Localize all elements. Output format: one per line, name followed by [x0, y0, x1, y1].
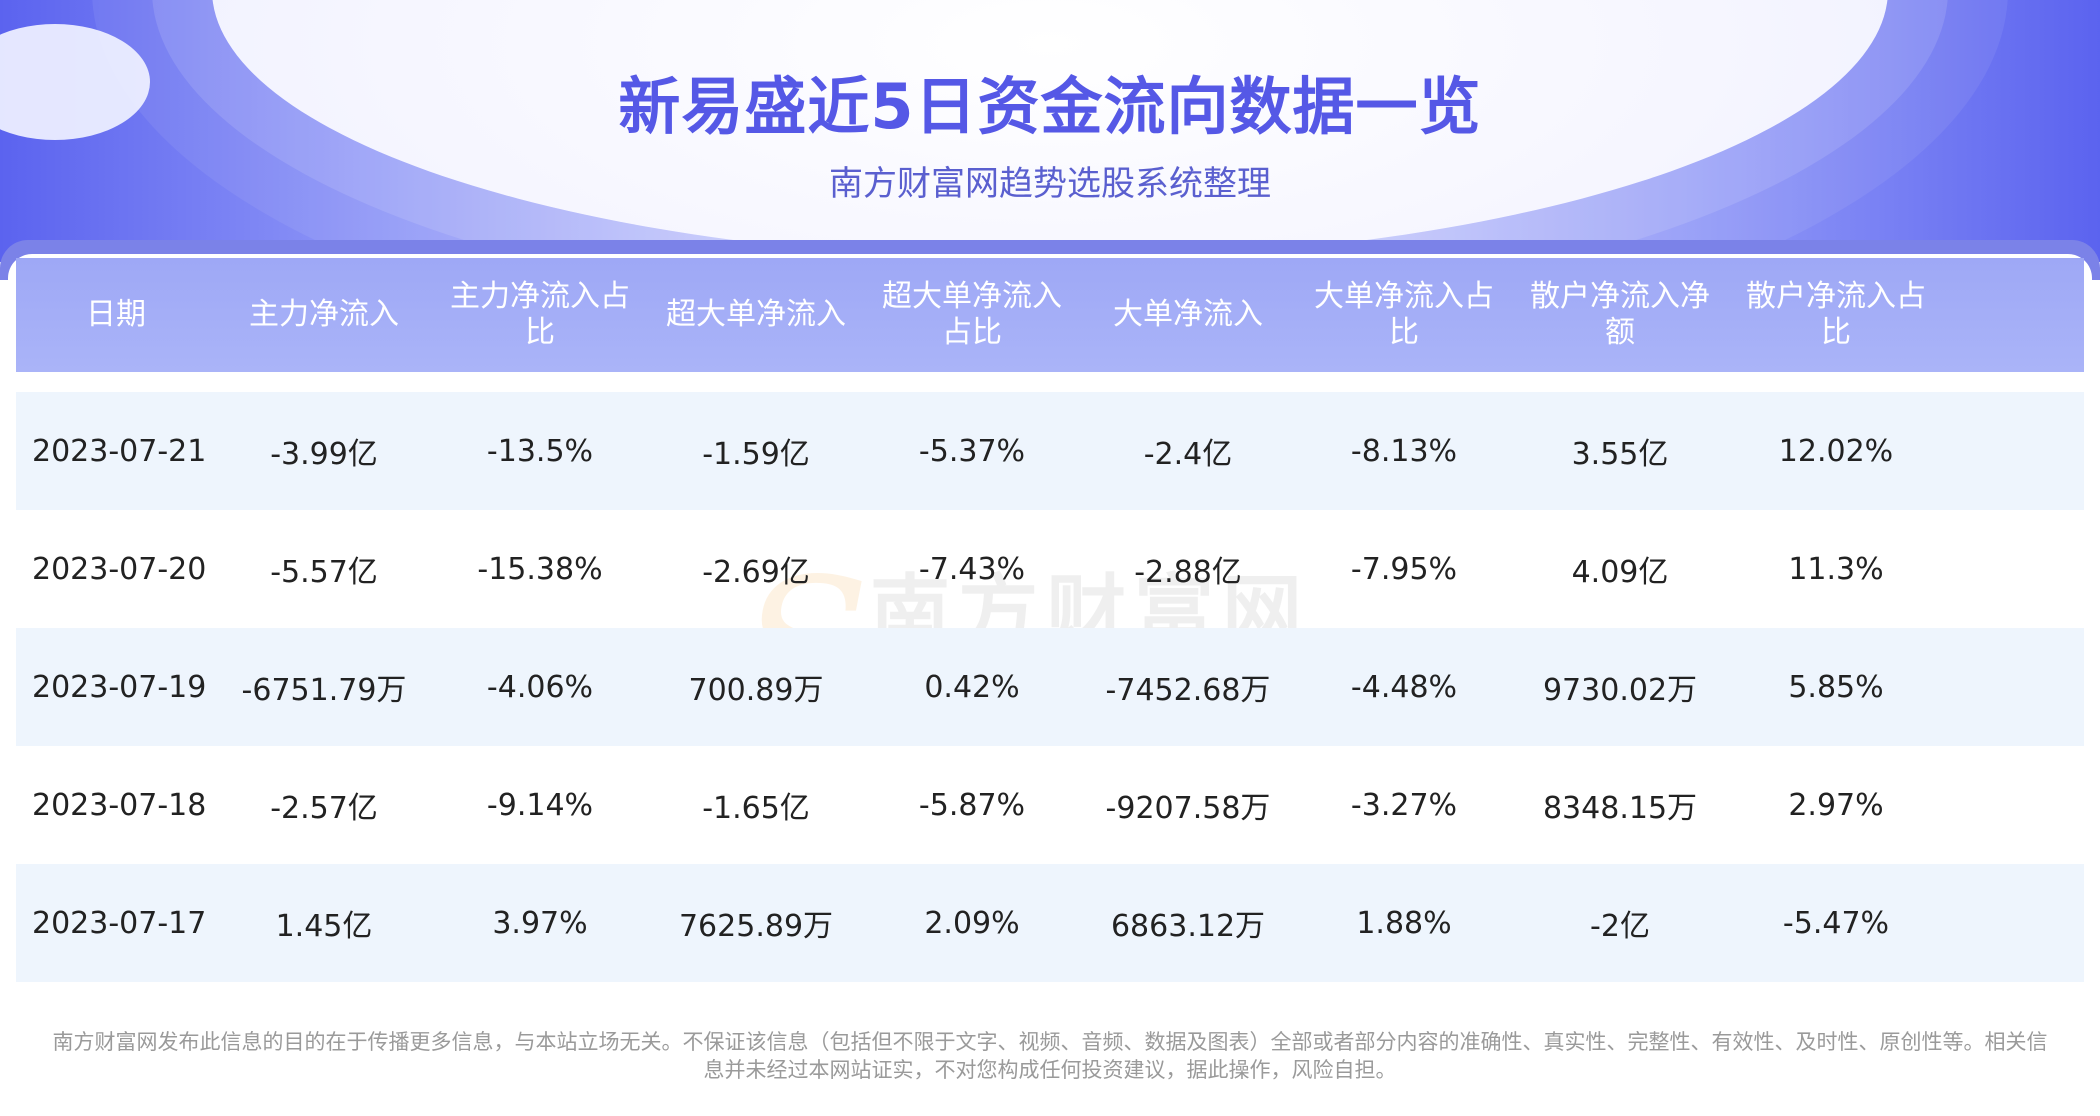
table-cell: 2023-07-17: [32, 905, 207, 941]
table-cell: -5.87%: [918, 787, 1026, 823]
table-row: 2023-07-20 -5.57亿 -15.38% -2.69亿 -7.43% …: [16, 510, 2084, 628]
header-banner: [0, 0, 2100, 262]
page-subtitle: 南方财富网趋势选股系统整理: [829, 164, 1271, 204]
table-cell: -2.69亿: [702, 555, 810, 590]
table-cell: -3.27%: [1350, 787, 1458, 823]
table-cell: 6863.12万: [1110, 909, 1266, 944]
table-cell: -7.95%: [1350, 551, 1458, 587]
table-row: 2023-07-17 1.45亿 3.97% 7625.89万 2.09% 68…: [16, 864, 2084, 982]
table-cell: -1.65亿: [702, 791, 810, 826]
table-cell: 2023-07-18: [32, 787, 207, 823]
table-cell: -5.57亿: [270, 555, 378, 590]
table-cell: -9.14%: [486, 787, 594, 823]
disclaimer-line: 南方财富网发布此信息的目的在于传播更多信息，与本站立场无关。不保证该信息（包括但…: [52, 1030, 2048, 1054]
table-cell: -9207.58万: [1105, 791, 1271, 826]
table-row: 2023-07-18 -2.57亿 -9.14% -1.65亿 -5.87% -…: [16, 746, 2084, 864]
page-title: 新易盛近5日资金流向数据一览: [618, 70, 1482, 143]
column-header: 主力净流入: [249, 297, 399, 332]
column-header: 超大单净流入: [666, 297, 846, 332]
table-cell: -7452.68万: [1105, 673, 1271, 708]
table-cell: -6751.79万: [241, 673, 407, 708]
column-header: 大单净流入: [1113, 297, 1263, 332]
column-header: 超大单净流入占比: [882, 279, 1062, 350]
table-cell: -2.4亿: [1143, 437, 1233, 472]
table-cell: -2亿: [1590, 909, 1650, 944]
table-cell: -15.38%: [477, 551, 603, 587]
table-cell: -13.5%: [486, 433, 594, 469]
table-cell: -8.13%: [1350, 433, 1458, 469]
table-cell: 3.97%: [492, 905, 588, 941]
table-cell: 2023-07-20: [32, 551, 207, 587]
table-cell: 3.55亿: [1571, 437, 1669, 472]
table-cell: -5.47%: [1782, 905, 1890, 941]
table-cell: 7625.89万: [678, 909, 834, 944]
table-row: 2023-07-21 -3.99亿 -13.5% -1.59亿 -5.37% -…: [16, 392, 2084, 510]
table-cell: -2.57亿: [270, 791, 378, 826]
table-cell: 4.09亿: [1571, 555, 1669, 590]
column-header: 散户净流入占比: [1746, 279, 1926, 350]
table-header-row: 日期 主力净流入 主力净流入占比 超大单净流入 超大单净流入占比 大单净流入 大…: [16, 258, 2084, 372]
table-body: 2023-07-21 -3.99亿 -13.5% -1.59亿 -5.37% -…: [16, 392, 2084, 982]
table-cell: 8348.15万: [1542, 791, 1698, 826]
table-cell: 2.97%: [1788, 787, 1884, 823]
column-header: 大单净流入占比: [1314, 279, 1494, 350]
table-cell: 9730.02万: [1542, 673, 1698, 708]
table-cell: 2023-07-19: [32, 669, 207, 705]
table-cell: 5.85%: [1788, 669, 1884, 705]
table-cell: 12.02%: [1778, 433, 1894, 469]
decorative-blob: [0, 24, 150, 140]
table-cell: 0.42%: [924, 669, 1020, 705]
table-cell: 700.89万: [688, 673, 824, 708]
table-cell: 2023-07-21: [32, 433, 207, 469]
column-header: 主力净流入占比: [450, 279, 630, 350]
disclaimer-line: 息并未经过本网站证实，不对您构成任何投资建议，据此操作，风险自担。: [703, 1058, 1397, 1082]
table-cell: -2.88亿: [1134, 555, 1242, 590]
table-cell: -5.37%: [918, 433, 1026, 469]
column-header: 散户净流入净额: [1530, 279, 1710, 350]
table-cell: 11.3%: [1788, 551, 1884, 587]
table-cell: -4.06%: [486, 669, 594, 705]
table-cell: 1.88%: [1356, 905, 1452, 941]
table-cell: -4.48%: [1350, 669, 1458, 705]
table-cell: 2.09%: [924, 905, 1020, 941]
disclaimer: 南方财富网发布此信息的目的在于传播更多信息，与本站立场无关。不保证该信息（包括但…: [0, 1028, 2100, 1084]
table-cell: 1.45亿: [275, 909, 373, 944]
table-cell: -1.59亿: [702, 437, 810, 472]
column-header: 日期: [86, 297, 146, 332]
table-cell: -3.99亿: [270, 437, 378, 472]
table-cell: -7.43%: [918, 551, 1026, 587]
table-row: 2023-07-19 -6751.79万 -4.06% 700.89万 0.42…: [16, 628, 2084, 746]
